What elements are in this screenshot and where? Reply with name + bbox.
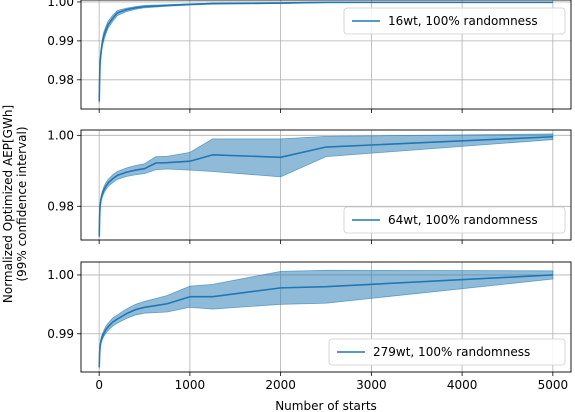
- legend-box: [343, 206, 566, 234]
- x-tick-label: 5000: [538, 378, 569, 392]
- y-axis-title-line1: Normalized Optimized AEP[GWh]: [1, 105, 15, 303]
- legend-box: [343, 7, 566, 35]
- legend: 64wt, 100% randomness: [343, 206, 566, 234]
- legend-box: [328, 338, 566, 366]
- x-axis-title: Number of starts: [275, 399, 377, 412]
- subplot-64wt: 0.98 1.00 64wt, 100% randomness: [47, 128, 572, 244]
- y-axis-title-line2: (99% confidence interval): [15, 126, 29, 281]
- y-tick-label: 1.00: [47, 128, 74, 142]
- tick-marks: 0.98 0.99 1.00: [47, 0, 554, 113]
- y-tick-label: 1.00: [47, 268, 74, 282]
- x-tick-label: 3000: [356, 378, 387, 392]
- y-tick-label: 0.99: [47, 327, 74, 341]
- subplot-279wt: 0 1000 2000 3000 4000 5000 0.99 1.00 279wt, 100…: [47, 261, 572, 392]
- x-tick-label: 2000: [265, 378, 296, 392]
- mean-line: [98, 274, 553, 368]
- legend: 279wt, 100% randomness: [328, 338, 566, 366]
- tick-marks: 0 1000 2000 3000 4000 5000 0.99 1.00: [47, 268, 568, 392]
- axes-border: [80, 0, 572, 110]
- y-tick-label: 0.99: [47, 34, 74, 48]
- confidence-band-area: [98, 269, 554, 369]
- axes-border: [80, 129, 572, 241]
- tick-marks: 0.98 1.00: [47, 128, 554, 244]
- axes-frame: [80, 129, 572, 241]
- legend-label: 64wt, 100% randomness: [388, 213, 538, 227]
- axes-border: [80, 261, 572, 373]
- mean-line-path: [98, 135, 553, 237]
- confidence-band: [98, 133, 554, 238]
- confidence-band-area: [98, 133, 554, 238]
- y-tick-label: 1.00: [47, 0, 74, 9]
- y-tick-label: 0.98: [47, 199, 74, 213]
- subplot-16wt: 0.98 0.99 1.00 16wt, 100% randomness: [47, 0, 572, 113]
- axes-frame: [80, 0, 572, 110]
- y-tick-label: 0.98: [47, 73, 74, 87]
- mean-line-path: [98, 274, 553, 368]
- legend-label: 279wt, 100% randomness: [373, 345, 530, 359]
- confidence-band: [98, 269, 554, 369]
- mean-line-path: [98, 1, 553, 102]
- x-tick-label: 4000: [447, 378, 478, 392]
- mean-line: [98, 1, 553, 102]
- legend-label: 16wt, 100% randomness: [388, 14, 538, 28]
- legend: 16wt, 100% randomness: [343, 7, 566, 35]
- mean-line: [98, 135, 553, 237]
- x-tick-label: 0: [95, 378, 103, 392]
- x-tick-label: 1000: [175, 378, 206, 392]
- axes-frame: [80, 261, 572, 373]
